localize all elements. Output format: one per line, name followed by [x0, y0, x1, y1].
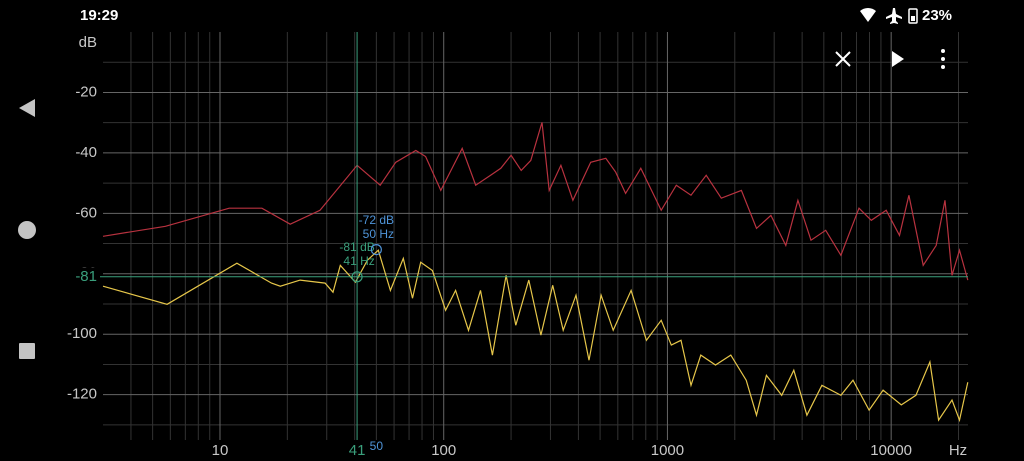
- cursor-x-label: 41: [349, 442, 366, 459]
- y-tick-label: -120: [67, 386, 97, 403]
- y-axis-label: dB: [79, 34, 97, 51]
- nav-back[interactable]: [19, 99, 35, 117]
- x-tick-label: 10000: [870, 442, 912, 459]
- cursor-readout: -72 dB: [359, 213, 394, 227]
- y-tick-label: -100: [67, 325, 97, 342]
- y-tick-label: -20: [75, 83, 97, 100]
- cursor-marker: [370, 244, 382, 256]
- status-icons: [860, 7, 918, 24]
- y-tick-label: -40: [75, 144, 97, 161]
- x-tick-label: 1000: [651, 442, 684, 459]
- toolbar: [835, 49, 945, 69]
- spectrum-line: [102, 122, 969, 281]
- cursor-y-label: -81: [75, 268, 97, 285]
- status-battery: 23%: [922, 7, 952, 24]
- menu-button[interactable]: [941, 49, 945, 69]
- nav-bar: [18, 99, 36, 359]
- y-tick-label: -60: [75, 204, 97, 221]
- x-tick-label: 100: [431, 442, 456, 459]
- nav-recents[interactable]: [19, 343, 35, 359]
- nav-home[interactable]: [18, 221, 36, 239]
- cursor-readout: 50 Hz: [363, 227, 394, 241]
- x-axis-label: Hz: [949, 442, 967, 459]
- cursor-readout: 41 Hz: [343, 254, 374, 268]
- cursor-marker: [351, 271, 363, 283]
- plot: -20-40-60-80-100-12010100100010000dBHz-8…: [67, 32, 969, 459]
- close-button[interactable]: [835, 51, 851, 67]
- label-backdrop: [70, 267, 100, 284]
- x-tick-label: 10: [212, 442, 229, 459]
- cursor-x-label: 50: [370, 439, 384, 453]
- play-button[interactable]: [892, 51, 904, 67]
- cursor-readout: -81 dB: [339, 240, 374, 254]
- status-time: 19:29: [80, 7, 118, 24]
- spectrum-line: [102, 249, 969, 423]
